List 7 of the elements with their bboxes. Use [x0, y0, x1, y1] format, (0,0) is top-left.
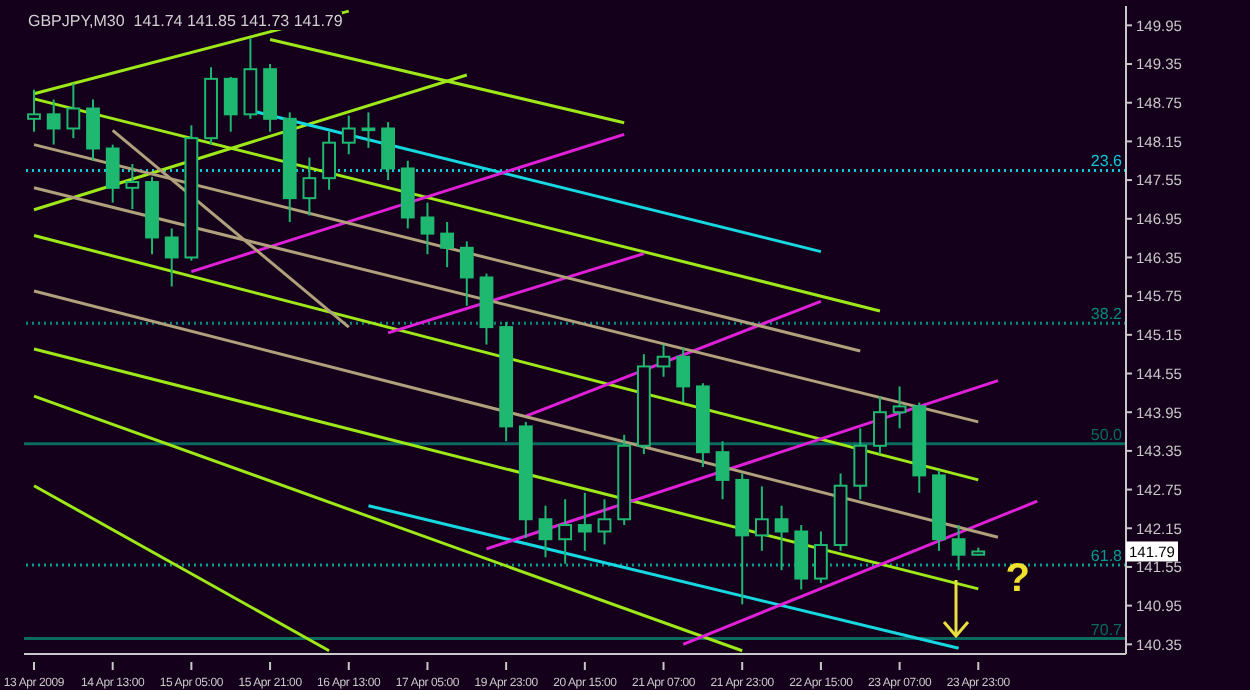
annotation: 61.8 [1090, 547, 1124, 566]
annotation: 23.6 [1090, 152, 1124, 171]
annotation: 38.2 [1090, 305, 1124, 324]
annotation: ? [1005, 557, 1030, 602]
chart-title: GBPJPY,M30 141.74 141.85 141.73 141.79 [28, 12, 343, 30]
annotation: 50.0 [1090, 425, 1124, 444]
annotation: 70.7 [1090, 620, 1124, 639]
